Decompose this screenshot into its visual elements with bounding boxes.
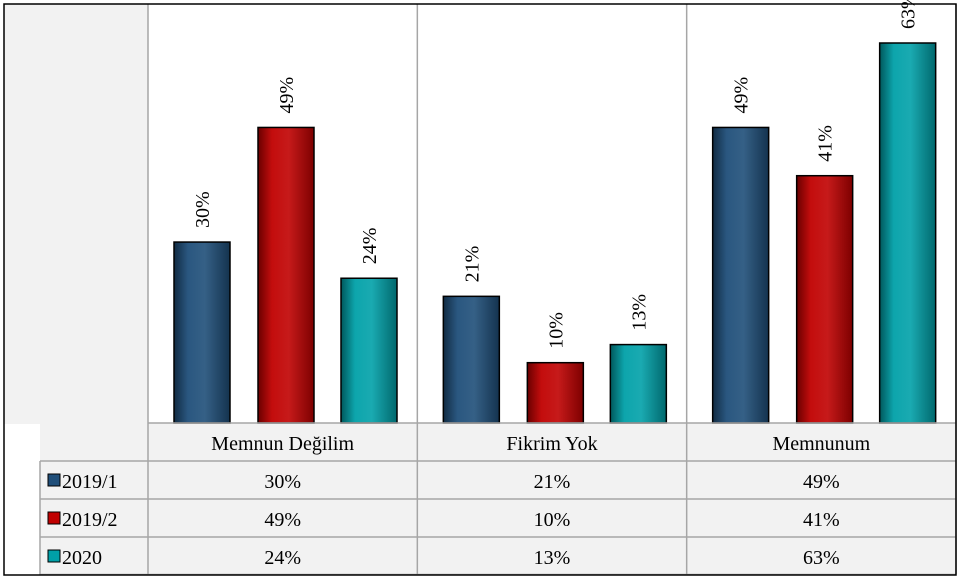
- table-cell-2019-2-fikrim-yok: 10%: [534, 509, 571, 531]
- legend-label-2019-2: 2019/2: [62, 509, 118, 531]
- data-label-2019-1-memnun-degilim: 30%: [192, 191, 214, 228]
- table-cell-2019-2-memnunum: 41%: [803, 509, 840, 531]
- data-label-2019-2-memnun-degilim: 49%: [276, 77, 298, 114]
- bar-2019-2-memnunum: [795, 174, 854, 424]
- bar-2020-fikrim-yok: [609, 343, 668, 424]
- table-cell-2020-memnunum: 63%: [803, 547, 840, 569]
- legend-label-2020: 2020: [62, 547, 102, 569]
- bar-2020-memnunum: [878, 42, 937, 424]
- data-label-2019-2-memnunum: 41%: [815, 125, 837, 162]
- bar-2019-2-fikrim-yok: [526, 361, 585, 424]
- chart-frame: [3, 3, 957, 576]
- bar-2019-2-memnun-degilim: [257, 126, 315, 424]
- table-cell-2019-2-memnun-degilim: 49%: [264, 509, 301, 531]
- data-label-2019-1-memnunum: 49%: [731, 77, 753, 114]
- table-left-blank: [0, 424, 40, 578]
- data-label-2019-1-fikrim-yok: 21%: [461, 246, 483, 283]
- data-label-2019-2-fikrim-yok: 10%: [545, 312, 567, 349]
- legend-key-2020: [47, 549, 61, 563]
- bar-2019-1-memnunum: [711, 126, 770, 424]
- table-cell-2019-1-fikrim-yok: 21%: [534, 471, 571, 493]
- bar-2020-memnun-degilim: [340, 277, 398, 424]
- table-cell-2019-1-memnunum: 49%: [803, 471, 840, 493]
- data-label-2020-memnun-degilim: 24%: [359, 228, 381, 265]
- table-cell-2020-fikrim-yok: 13%: [534, 547, 571, 569]
- category-label-fikrim-yok: Fikrim Yok: [506, 433, 597, 455]
- category-label-memnunum: Memnunum: [772, 433, 870, 455]
- legend-key-2019-2: [47, 511, 61, 525]
- table-cell-2019-1-memnun-degilim: 30%: [264, 471, 301, 493]
- data-label-2020-memnunum: 63%: [898, 0, 920, 29]
- bar-2019-1-memnun-degilim: [173, 241, 231, 424]
- bar-2019-1-fikrim-yok: [442, 295, 501, 424]
- legend-key-2019-1: [47, 473, 61, 487]
- category-label-memnun-degilim: Memnun Değilim: [211, 433, 354, 455]
- table-cell-2020-memnun-degilim: 24%: [264, 547, 301, 569]
- data-label-2020-fikrim-yok: 13%: [628, 294, 650, 331]
- legend-label-2019-1: 2019/1: [62, 471, 118, 493]
